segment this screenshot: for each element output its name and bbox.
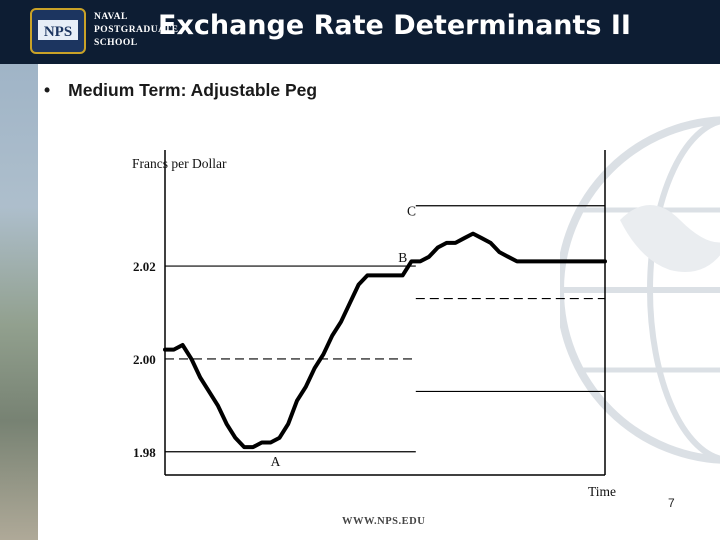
globe-watermark bbox=[560, 116, 720, 464]
y-tick-label-2: 1.98 bbox=[133, 445, 156, 460]
bullet-text: Medium Term: Adjustable Peg bbox=[68, 80, 318, 100]
header-bar: NPS NAVAL POSTGRADUATE SCHOOL Exchange R… bbox=[0, 0, 720, 64]
logo-text: NAVAL POSTGRADUATE SCHOOL bbox=[94, 11, 178, 50]
bullet-item: • Medium Term: Adjustable Peg bbox=[44, 80, 317, 101]
tick-labels: 2.02 2.00 1.98 bbox=[133, 259, 156, 460]
annotation-label-b: B bbox=[398, 250, 407, 265]
page-number: 7 bbox=[668, 496, 675, 510]
bullet-dot-icon: • bbox=[44, 80, 51, 100]
series-line bbox=[163, 231, 607, 450]
logo-line2: POSTGRADUATE bbox=[94, 25, 179, 35]
annotations: A B C bbox=[271, 203, 416, 469]
reference-lines bbox=[165, 205, 605, 453]
slide-title: Exchange Rate Determinants II bbox=[158, 10, 631, 41]
logo-line1: NAVAL bbox=[94, 12, 128, 22]
footer-url: WWW.NPS.EDU bbox=[342, 516, 426, 527]
x-axis-title: Time bbox=[588, 484, 616, 499]
campus-photo bbox=[0, 64, 38, 540]
nps-shield-icon: NPS bbox=[30, 8, 86, 54]
y-tick-label-1: 2.00 bbox=[133, 352, 156, 367]
exchange-rate-chart: Francs per Dollar Time 2.02 2.00 1.98 A B C bbox=[132, 150, 616, 499]
annotation-label-a: A bbox=[271, 454, 281, 469]
nps-badge-text: NPS bbox=[44, 24, 72, 40]
logo-line3: SCHOOL bbox=[94, 38, 138, 48]
series-layer bbox=[163, 231, 607, 450]
y-tick-label-0: 2.02 bbox=[133, 259, 156, 274]
annotation-label-c: C bbox=[407, 203, 416, 218]
y-axis-title: Francs per Dollar bbox=[132, 156, 227, 171]
nps-logo: NPS NAVAL POSTGRADUATE SCHOOL bbox=[30, 8, 180, 56]
